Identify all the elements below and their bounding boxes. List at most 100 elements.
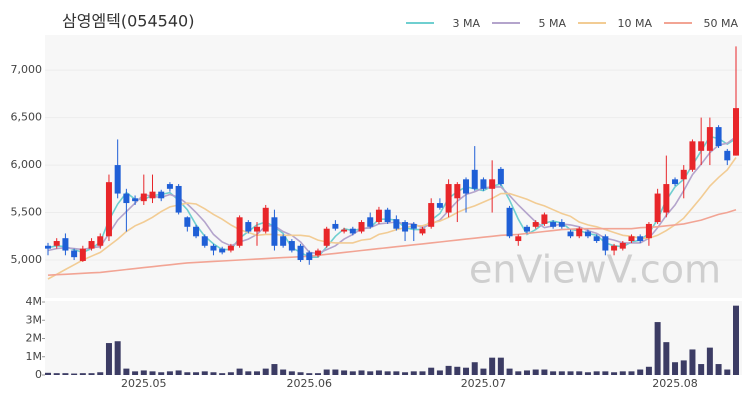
volume-bar [680, 360, 687, 375]
volume-bar [45, 372, 51, 375]
volume-bar [123, 368, 130, 375]
candle-body [445, 184, 452, 213]
candle-body [341, 229, 348, 232]
volume-bar [410, 371, 417, 375]
candle-body [358, 222, 365, 232]
volume-tick-label: 0 [35, 368, 42, 381]
volume-bar [550, 371, 557, 375]
ma-line [47, 208, 737, 276]
volume-bar [619, 371, 626, 375]
candle-body [140, 193, 147, 202]
candle-body [88, 241, 95, 249]
volume-bar [140, 370, 147, 375]
volume-tick-label: 3M [26, 313, 43, 326]
volume-bar [654, 322, 661, 375]
x-tick-label: 2025.07 [461, 377, 507, 390]
candle-body [698, 141, 705, 151]
candle-body [480, 179, 487, 189]
volume-bar [733, 305, 739, 375]
candle-body [654, 193, 661, 223]
volume-bar [314, 373, 321, 375]
volume-bar [323, 369, 330, 375]
volume-bar [567, 371, 574, 375]
volume-bar [724, 369, 731, 375]
volume-bar [184, 372, 191, 375]
candle-body [219, 248, 226, 253]
volume-bar [593, 371, 600, 375]
legend-label: 5 MA [538, 17, 566, 30]
volume-bar [715, 364, 722, 375]
candle-body [349, 228, 356, 234]
volume-bar [236, 368, 243, 375]
candle-body [428, 203, 435, 227]
volume-bar [271, 364, 278, 375]
candle-body [236, 217, 243, 246]
candle-body [271, 217, 278, 246]
candle-body [471, 169, 478, 189]
volume-bar [79, 373, 86, 375]
candle-body [724, 150, 731, 161]
candle-body [114, 165, 121, 194]
candle-body [576, 228, 583, 237]
x-tick-label: 2025.08 [652, 377, 698, 390]
candle-body [45, 245, 51, 249]
volume-bar [506, 368, 513, 375]
candle-body [419, 228, 426, 234]
candle-body [663, 184, 670, 213]
volume-bar [645, 366, 652, 375]
candle-body [602, 236, 609, 251]
volume-bar [454, 366, 461, 375]
candle-body [79, 248, 86, 261]
volume-bar [210, 372, 217, 375]
volume-bar [254, 371, 261, 375]
candle-body [280, 236, 287, 246]
volume-bar [497, 357, 504, 375]
candle-body [706, 127, 713, 151]
legend-label: 50 MA [703, 17, 738, 30]
volume-bar [576, 371, 583, 375]
candle-body [158, 191, 165, 199]
y-tick-label: 7,000 [11, 63, 43, 76]
candle-body [584, 231, 591, 237]
candle-body [105, 182, 112, 237]
candle-body [332, 223, 339, 229]
candle-body [515, 236, 522, 242]
candle-body [672, 179, 679, 185]
volume-bar [698, 364, 705, 375]
candle-body [149, 191, 156, 199]
volume-bar [445, 365, 452, 375]
volume-bar [663, 342, 670, 375]
candle-body [210, 245, 217, 251]
volume-bar [105, 343, 112, 375]
volume-bar [166, 371, 173, 375]
y-tick-label: 5,500 [11, 206, 43, 219]
candle-body [175, 185, 182, 213]
candle-body [523, 226, 530, 232]
volume-bar [114, 341, 121, 375]
candle-body [393, 219, 400, 229]
volume-bar [88, 373, 95, 375]
volume-bar [375, 370, 382, 375]
candle-body [550, 222, 557, 227]
candle-body [367, 217, 374, 227]
volume-bar [280, 369, 287, 375]
volume-bar [53, 373, 60, 375]
volume-bar [262, 368, 269, 375]
candle-body [645, 223, 652, 239]
candle-body [306, 252, 313, 261]
candle-body [619, 242, 626, 249]
candle-body [454, 184, 461, 199]
chart-title: 삼영엠텍(054540) [62, 12, 194, 31]
volume-bar [419, 371, 426, 375]
candle-body [132, 198, 139, 202]
volume-bar [306, 373, 313, 375]
volume-bar [175, 370, 182, 375]
candle-body [123, 193, 130, 204]
candle-body [288, 241, 295, 251]
volume-bar [706, 347, 713, 375]
candle-body [567, 231, 574, 237]
candle-body [637, 236, 644, 242]
candle-body [62, 238, 69, 251]
volume-panel [45, 301, 742, 375]
volume-bar [393, 371, 400, 375]
